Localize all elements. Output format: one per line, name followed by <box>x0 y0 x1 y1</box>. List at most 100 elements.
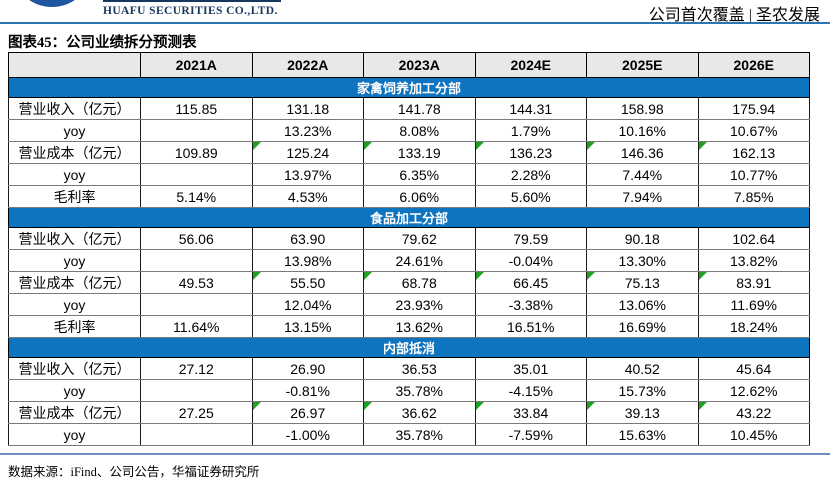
cell-value: 10.16% <box>586 119 699 142</box>
forecast-table-body: 家禽饲养加工分部 营业收入（亿元） 115.85 131.18 141.78 144.31… <box>8 77 810 446</box>
table-row: 毛利率 5.14% 4.53% 6.06% 5.60% 7.94% 7.85% <box>8 185 810 208</box>
table-row: yoy 13.97% 6.35% 2.28% 7.44% 10.77% <box>8 163 810 186</box>
page-bottom-rule <box>0 453 830 455</box>
cell-value: 144.31 <box>474 97 587 120</box>
cell-value: 23.93% <box>363 293 476 316</box>
huafu-logo-icon <box>14 0 104 16</box>
cell-value: 13.82% <box>697 249 810 272</box>
cell-value: 10.45% <box>697 423 810 446</box>
cell-value: 146.36 <box>586 141 699 164</box>
row-label: 营业成本（亿元） <box>8 271 141 294</box>
year-header: 2025E <box>586 52 699 78</box>
cell-value: -3.38% <box>474 293 587 316</box>
row-label: 营业收入（亿元） <box>8 97 141 120</box>
cell-value <box>140 293 253 316</box>
cell-value: 49.53 <box>140 271 253 294</box>
cell-value: 16.69% <box>586 315 699 338</box>
cell-value: -4.15% <box>474 379 587 402</box>
cell-value: 136.23 <box>474 141 587 164</box>
cell-value: 35.78% <box>363 423 476 446</box>
cell-value: 75.13 <box>586 271 699 294</box>
year-header: 2024E <box>474 52 587 78</box>
cell-value: 35.78% <box>363 379 476 402</box>
cell-value: -7.59% <box>474 423 587 446</box>
table-row: 营业成本（亿元） 49.53 55.50 68.78 66.45 75.13 83.91 <box>8 271 810 294</box>
cell-value: 35.01 <box>474 357 587 380</box>
cell-value: 83.91 <box>697 271 810 294</box>
cell-value <box>140 119 253 142</box>
section-banner: 食品加工分部 <box>8 207 810 228</box>
cell-value: 36.62 <box>363 401 476 424</box>
row-label: 营业成本（亿元） <box>8 401 141 424</box>
table-row: yoy 13.98% 24.61% -0.04% 13.30% 13.82% <box>8 249 810 272</box>
cell-value: 26.97 <box>251 401 364 424</box>
cell-value <box>140 249 253 272</box>
cell-value: 131.18 <box>251 97 364 120</box>
header-rule <box>0 22 830 24</box>
cell-value: 13.23% <box>251 119 364 142</box>
cell-value: 79.62 <box>363 227 476 250</box>
logo-arc-shape <box>16 0 88 7</box>
column-header-row: 2021A 2022A 2023A 2024E 2025E 2026E <box>8 52 810 78</box>
cell-value: 7.94% <box>586 185 699 208</box>
cell-value: 5.60% <box>474 185 587 208</box>
cell-value: 11.64% <box>140 315 253 338</box>
row-label: yoy <box>8 119 141 142</box>
cell-value: 1.79% <box>474 119 587 142</box>
corner-cell <box>8 52 141 78</box>
section-banner-row: 食品加工分部 <box>8 207 810 228</box>
cell-value: 11.69% <box>697 293 810 316</box>
cell-value: 26.90 <box>251 357 364 380</box>
cell-value: -1.00% <box>251 423 364 446</box>
year-header: 2023A <box>363 52 476 78</box>
table-row: 营业成本（亿元） 109.89 125.24 133.19 136.23 146.36 16… <box>8 141 810 164</box>
cell-value: 45.64 <box>697 357 810 380</box>
cell-value: 56.06 <box>140 227 253 250</box>
cell-value: 27.12 <box>140 357 253 380</box>
cell-value: 79.59 <box>474 227 587 250</box>
cell-value: 68.78 <box>363 271 476 294</box>
cell-value: 7.85% <box>697 185 810 208</box>
cell-value: 7.44% <box>586 163 699 186</box>
cell-value: 13.97% <box>251 163 364 186</box>
cell-value: 6.35% <box>363 163 476 186</box>
table-row: yoy -1.00% 35.78% -7.59% 15.63% 10.45% <box>8 423 810 446</box>
row-label: 营业收入（亿元） <box>8 357 141 380</box>
year-header: 2026E <box>697 52 810 78</box>
cell-value <box>140 379 253 402</box>
cell-value: 43.22 <box>697 401 810 424</box>
row-label: 营业成本（亿元） <box>8 141 141 164</box>
cell-value: 66.45 <box>474 271 587 294</box>
year-header: 2022A <box>251 52 364 78</box>
cell-value: 27.25 <box>140 401 253 424</box>
row-label: 营业收入（亿元） <box>8 227 141 250</box>
section-banner: 家禽饲养加工分部 <box>8 77 810 98</box>
cell-value: 40.52 <box>586 357 699 380</box>
cell-value: 175.94 <box>697 97 810 120</box>
data-source-note: 数据来源：iFind、公司公告，华福证券研究所 <box>8 465 260 479</box>
cell-value: 115.85 <box>140 97 253 120</box>
year-header: 2021A <box>140 52 253 78</box>
table-row: 毛利率 11.64% 13.15% 13.62% 16.51% 16.69% 18.24% <box>8 315 810 338</box>
cell-value: 8.08% <box>363 119 476 142</box>
row-label: yoy <box>8 249 141 272</box>
cell-value: 24.61% <box>363 249 476 272</box>
cell-value: 36.53 <box>363 357 476 380</box>
cell-value: 162.13 <box>697 141 810 164</box>
section-banner-row: 内部抵消 <box>8 337 810 358</box>
cell-value: 13.98% <box>251 249 364 272</box>
cell-value: 15.63% <box>586 423 699 446</box>
forecast-table: 2021A 2022A 2023A 2024E 2025E 2026E 家禽饲养加工分部营… <box>8 52 810 446</box>
cell-value: 2.28% <box>474 163 587 186</box>
row-label: yoy <box>8 379 141 402</box>
report-coverage-title: 公司首次覆盖 | 圣农发展 <box>648 7 820 24</box>
cell-value: 5.14% <box>140 185 253 208</box>
cell-value <box>140 423 253 446</box>
section-banner: 内部抵消 <box>8 337 810 358</box>
cell-value: 4.53% <box>251 185 364 208</box>
row-label: yoy <box>8 293 141 316</box>
cell-value: 55.50 <box>251 271 364 294</box>
table-row: yoy -0.81% 35.78% -4.15% 15.73% 12.62% <box>8 379 810 402</box>
cell-value: -0.81% <box>251 379 364 402</box>
cell-value: -0.04% <box>474 249 587 272</box>
